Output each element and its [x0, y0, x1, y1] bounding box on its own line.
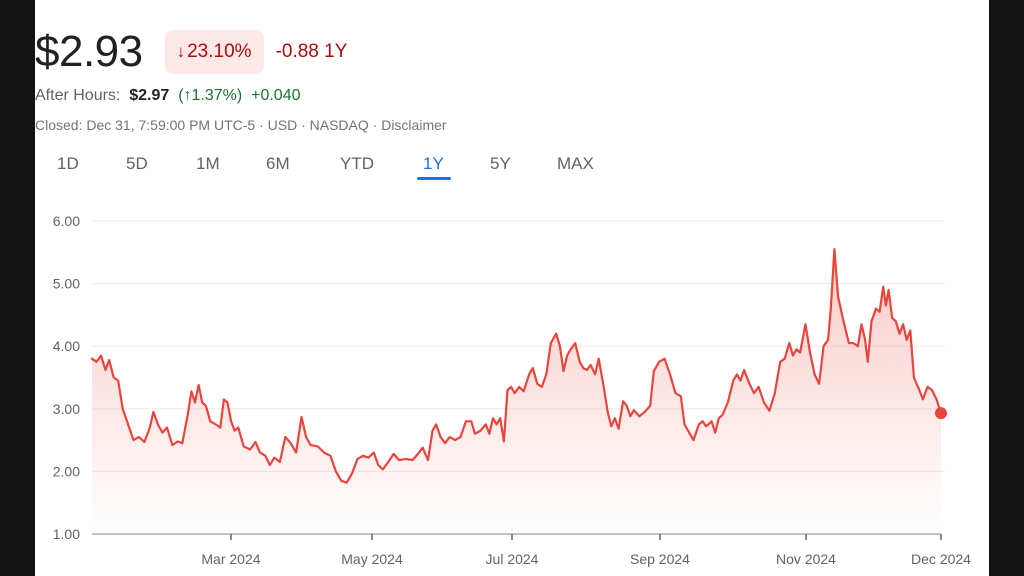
x-axis-label: May 2024 [341, 551, 403, 567]
tab-5y[interactable]: 5Y [490, 154, 511, 173]
x-axis-label: Nov 2024 [776, 551, 836, 567]
down-arrow-icon: ↓ [176, 42, 186, 61]
y-axis-label: 6.00 [53, 213, 80, 229]
tab-1m[interactable]: 1M [196, 154, 220, 173]
active-tab-indicator [417, 177, 451, 180]
change-absolute: -0.88 1Y [275, 41, 348, 62]
last-price-marker [935, 407, 947, 420]
after-hours-price: $2.97 [129, 87, 170, 104]
x-axis-label: Jul 2024 [486, 551, 539, 567]
tab-5d[interactable]: 5D [126, 154, 148, 173]
tab-1y[interactable]: 1Y [423, 154, 444, 173]
after-hours-label: After Hours: [35, 87, 121, 104]
x-axis-label: Dec 2024 [911, 551, 971, 567]
after-hours-row: After Hours: $2.97 (↑1.37%) +0.040 [35, 87, 301, 105]
up-arrow-icon: ↑ [183, 87, 192, 104]
tab-ytd[interactable]: YTD [340, 154, 374, 173]
change-percent: 23.10% [187, 41, 252, 62]
y-axis-label: 4.00 [53, 338, 80, 354]
tab-6m[interactable]: 6M [266, 154, 290, 173]
current-price: $2.93 [35, 27, 143, 76]
market-status: Closed: Dec 31, 7:59:00 PM UTC-5 · USD ·… [35, 117, 447, 133]
x-axis-label: Mar 2024 [201, 551, 260, 567]
tab-max[interactable]: MAX [557, 154, 594, 173]
y-axis-label: 2.00 [53, 463, 80, 479]
price-row: $2.93 ↓ 23.10% -0.88 1Y [35, 27, 347, 77]
change-percent-badge: ↓ 23.10% [164, 30, 264, 74]
range-tabs: 1D 5D 1M 6M YTD 1Y 5Y MAX [35, 150, 655, 184]
price-chart[interactable]: 6.00 5.00 4.00 3.00 2.00 1.00 Mar 2024 May 2024… [35, 200, 989, 576]
after-hours-change: +0.040 [251, 87, 301, 104]
stock-quote-panel: $2.93 ↓ 23.10% -0.88 1Y After Hours: $2.… [35, 0, 989, 576]
y-axis-label: 3.00 [53, 401, 80, 417]
x-axis-label: Sep 2024 [630, 551, 690, 567]
after-hours-percent: (↑1.37%) [178, 87, 243, 104]
y-axis-label: 1.00 [53, 526, 80, 542]
tab-1d[interactable]: 1D [57, 154, 79, 173]
change-period: 1Y [324, 41, 348, 62]
y-axis-label: 5.00 [53, 276, 80, 292]
price-line [90, 248, 943, 484]
